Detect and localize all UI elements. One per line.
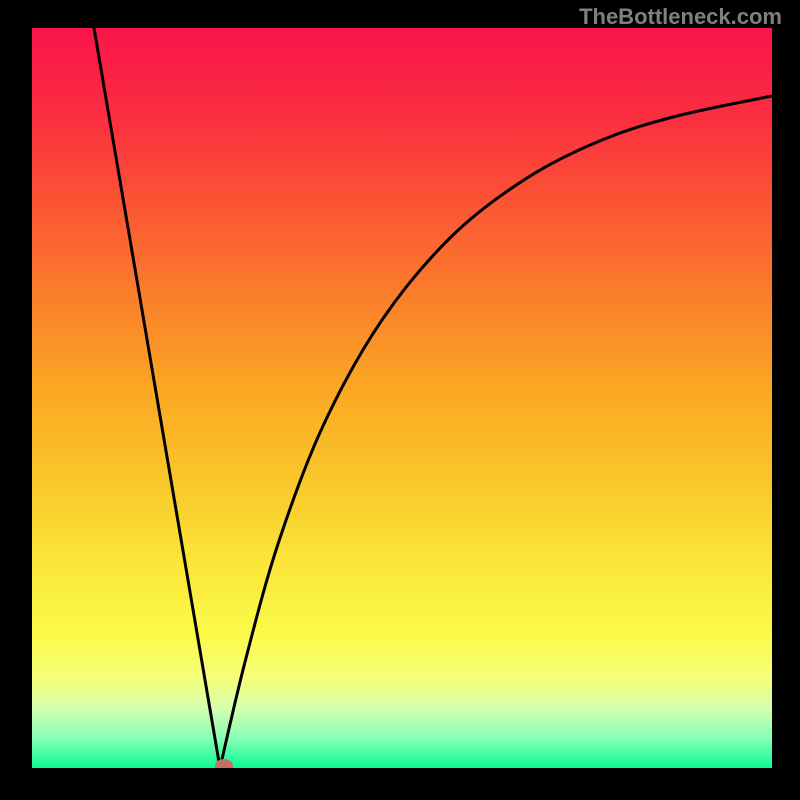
chart-container: TheBottleneck.com (0, 0, 800, 800)
plot-area (32, 28, 772, 768)
gradient-background (32, 28, 772, 768)
plot-svg (32, 28, 772, 768)
watermark-text: TheBottleneck.com (579, 4, 782, 30)
